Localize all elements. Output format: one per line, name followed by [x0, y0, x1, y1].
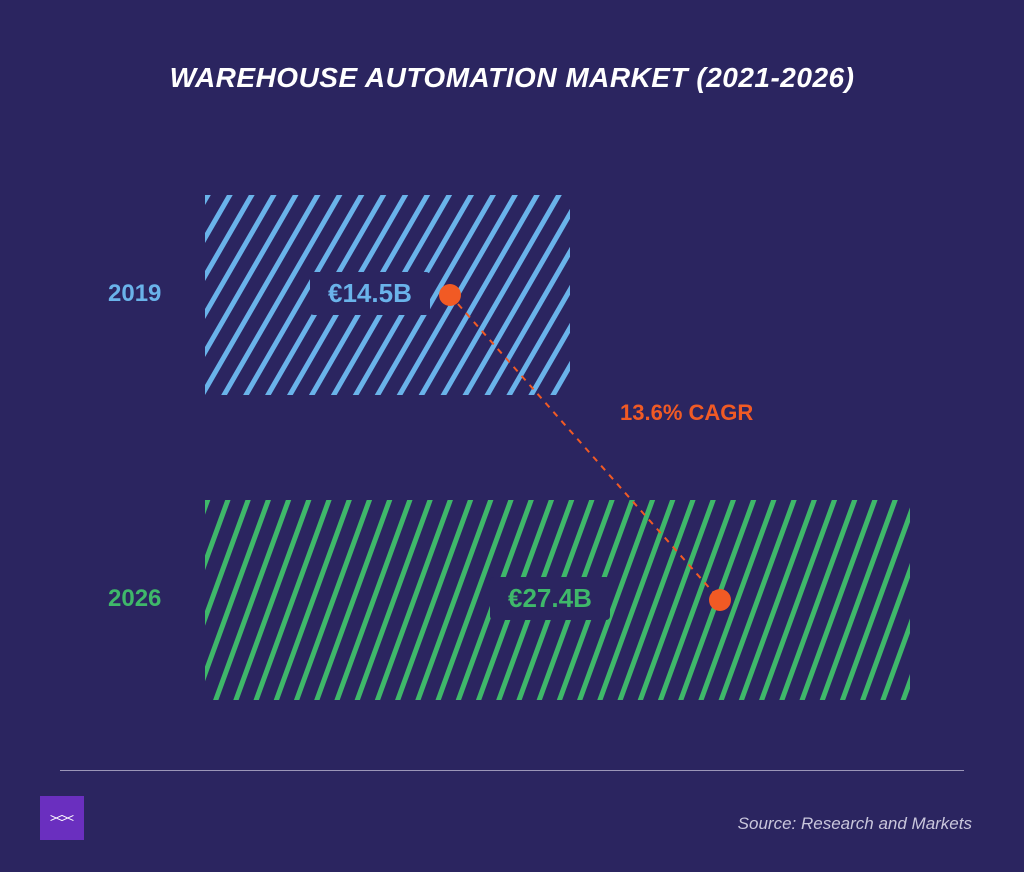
chart-title: WAREHOUSE AUTOMATION MARKET (2021-2026) [0, 62, 1024, 94]
cagr-connector [0, 0, 1024, 872]
value-wrap-2019: €14.5B [310, 272, 430, 315]
year-label-2026: 2026 [108, 585, 161, 613]
infographic-container: WAREHOUSE AUTOMATION MARKET (2021-2026) … [0, 0, 1024, 872]
value-wrap-2026: €27.4B [490, 577, 610, 620]
year-label-2019: 2019 [108, 280, 161, 308]
logo-svg [48, 804, 76, 832]
value-label-2026: €27.4B [490, 577, 610, 620]
cagr-label: 13.6% CAGR [620, 400, 753, 426]
value-label-2019: €14.5B [310, 272, 430, 315]
logo-icon [40, 796, 84, 840]
footer-divider [60, 770, 964, 771]
source-text: Source: Research and Markets [738, 814, 972, 834]
